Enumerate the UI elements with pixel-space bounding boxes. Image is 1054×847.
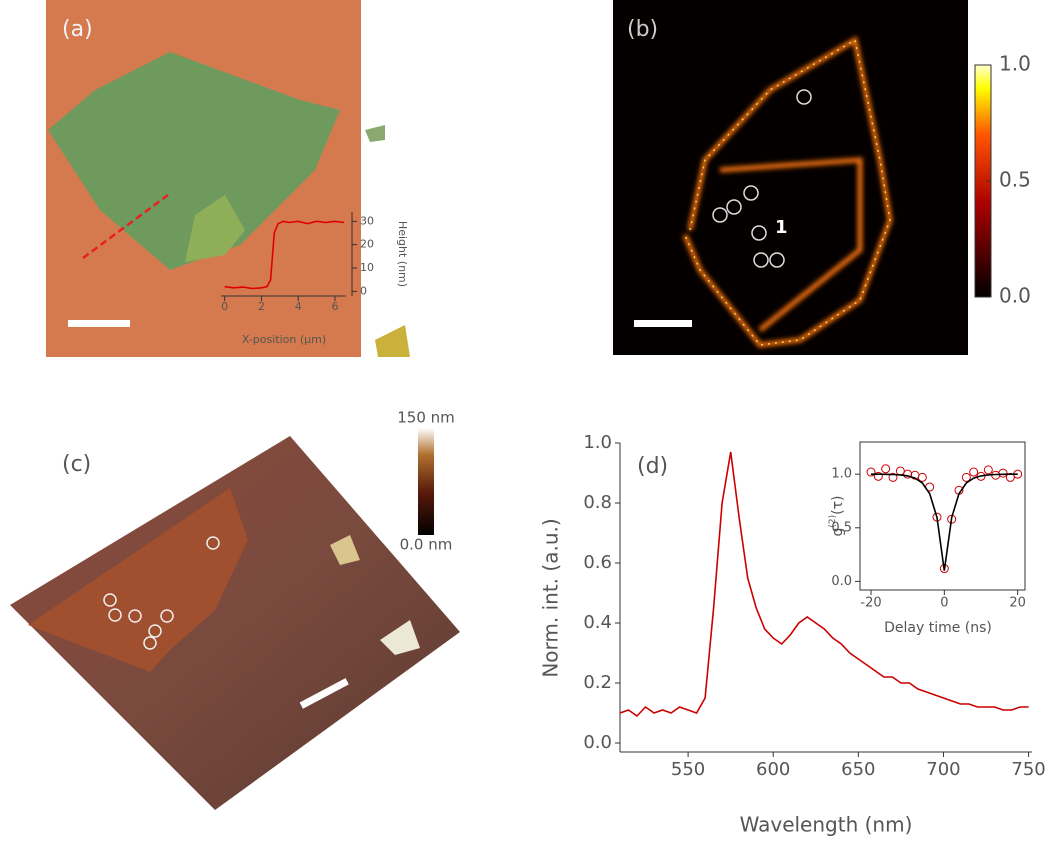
panel-label: (c) [62,452,91,477]
colorbar-label: 1.0 [999,52,1031,76]
afm-image [10,428,460,810]
x-tick-label: 550 [671,759,705,780]
colorbar-label: 0.0 nm [400,536,453,554]
x-tick-label: 600 [756,759,790,780]
figure: (a) (b) 1 (c) (d) 1.0 0.5 0.0 150 nm 0.0 nm 0… [0,0,1054,843]
x-tick-label: 0 [940,596,948,611]
y-tick-label: 0 [360,284,367,297]
x-tick-label: 4 [295,300,302,313]
y-axis-label: Norm. int. (a.u.) [539,518,563,677]
x-tick-label: 20 [1009,596,1026,611]
y-tick-label: 0.0 [831,574,852,589]
x-tick-label: 2 [258,300,265,313]
x-tick-label: 750 [1011,759,1045,780]
y-tick-label: 0.2 [583,672,612,693]
x-tick-label: 650 [841,759,875,780]
emitter-label: 1 [775,217,788,238]
y-tick-label: 20 [360,238,374,251]
colorbar-label: 150 nm [397,409,455,427]
y-tick-label: 1.0 [831,467,852,482]
x-tick-label: 6 [331,300,338,313]
colorbar-label: 0.5 [999,168,1031,192]
y-axis-label: Height (nm) [396,221,409,287]
page: (a) (b) 1 (c) (d) 1.0 0.5 0.0 150 nm 0.0 nm 0… [0,0,1054,843]
panel-label: (b) [627,17,658,42]
panel-label: (d) [637,454,668,479]
y-tick-label: 30 [360,214,374,227]
y-tick-label: 0.8 [583,492,612,513]
panel-label: (a) [62,17,93,42]
y-tick-label: 10 [360,261,374,274]
y-tick-label: 0.6 [583,552,612,573]
y-axis-label-main: g [830,528,846,537]
y-axis-label-sup: (2) [828,515,838,528]
pl-map [613,0,991,355]
x-tick-label: 700 [926,759,960,780]
y-axis-label-tail: (τ) [830,496,846,515]
y-tick-label: 0.0 [583,732,612,753]
x-tick-label: 0 [221,300,228,313]
x-axis-label: Delay time (ns) [884,620,992,636]
x-axis-label: Wavelength (nm) [740,813,913,837]
y-tick-label: 0.4 [583,612,612,633]
colorbar-label: 0.0 [999,284,1031,308]
x-axis-label: X-position (µm) [242,333,326,346]
y-tick-label: 1.0 [583,432,612,453]
plot-frame [860,442,1025,590]
x-tick-label: -20 [860,596,881,611]
y-axis-label: g(2)(τ) [828,496,847,537]
